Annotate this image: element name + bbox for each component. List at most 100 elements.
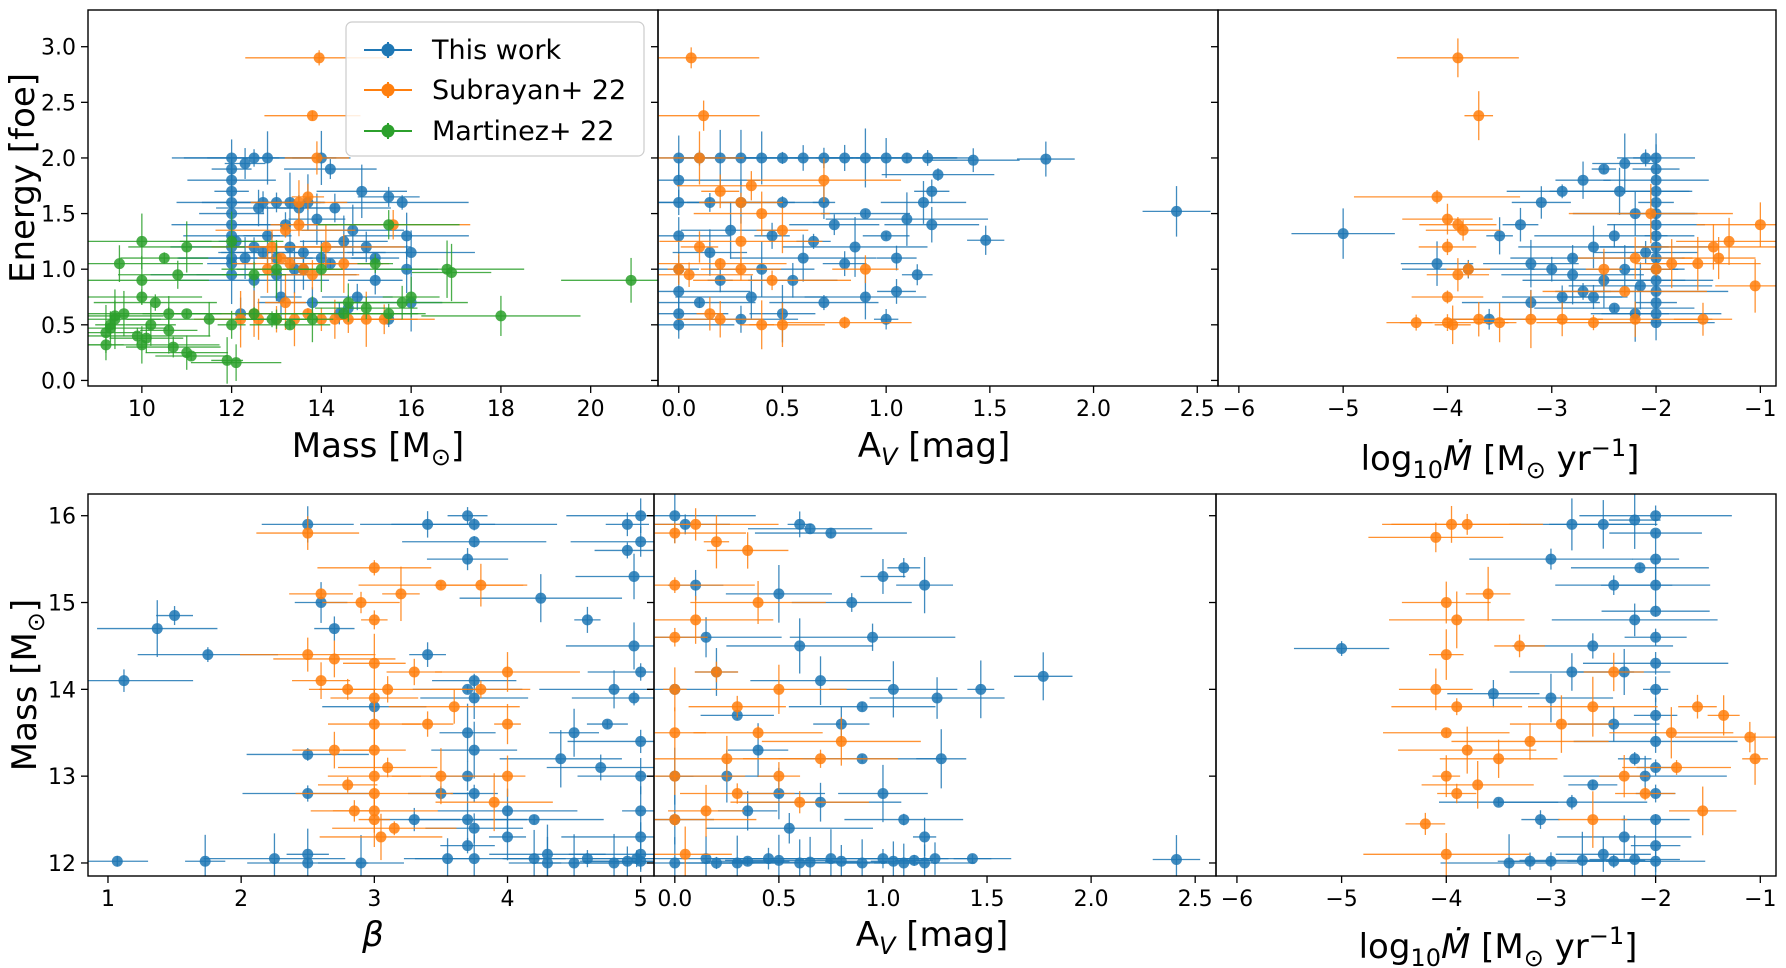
y-tick-label: 0.0	[41, 369, 76, 394]
data-point	[1675, 721, 1776, 753]
data-point	[1438, 796, 1559, 808]
marker	[488, 796, 500, 808]
marker	[1718, 709, 1730, 721]
marker	[735, 235, 747, 247]
marker	[635, 805, 647, 817]
data-point	[693, 191, 830, 236]
marker	[704, 308, 716, 320]
marker	[849, 241, 861, 253]
marker	[766, 230, 778, 242]
marker	[794, 640, 806, 652]
data-point	[217, 310, 246, 339]
data-point	[203, 833, 346, 876]
data-point	[357, 254, 394, 273]
data-point	[185, 834, 226, 876]
marker	[1457, 224, 1469, 236]
marker	[783, 822, 795, 834]
x-axis-title-beta: β	[361, 915, 384, 955]
marker	[1525, 258, 1537, 270]
data-point	[1622, 760, 1731, 775]
data-point	[873, 309, 899, 330]
data-point	[1368, 522, 1504, 553]
data-point	[676, 171, 826, 201]
marker	[859, 291, 871, 303]
x-tick-label: 12	[218, 397, 246, 422]
marker	[935, 753, 947, 765]
data-point	[822, 251, 867, 277]
data-point	[1464, 91, 1494, 141]
marker	[773, 770, 785, 782]
data-point	[747, 523, 873, 535]
x-tick-label: −5	[1325, 887, 1357, 912]
marker	[355, 597, 367, 609]
marker	[1493, 753, 1505, 765]
data-point	[895, 854, 934, 866]
marker	[328, 744, 340, 756]
data-point	[464, 814, 604, 826]
marker	[408, 814, 420, 826]
marker	[669, 683, 681, 695]
data-point	[654, 494, 756, 544]
marker	[1419, 818, 1431, 830]
x-axis-title-av-bottom: AV [mag]	[856, 915, 1009, 960]
marker	[185, 350, 197, 362]
marker	[360, 302, 372, 314]
x-tick-label: 3	[367, 887, 381, 912]
marker	[422, 718, 434, 730]
data-point	[1555, 161, 1611, 199]
marker	[804, 856, 816, 868]
marker	[502, 805, 514, 817]
data-point	[249, 319, 331, 331]
series-subrayan-22	[654, 508, 921, 876]
data-point	[1609, 527, 1702, 539]
marker	[1671, 761, 1683, 773]
marker	[679, 848, 691, 860]
marker	[628, 640, 640, 652]
x-tick-label: −3	[1536, 397, 1568, 422]
data-point	[1678, 694, 1717, 719]
marker	[635, 536, 647, 548]
data-point	[533, 836, 562, 876]
marker	[581, 853, 593, 865]
data-point	[587, 663, 654, 681]
data-point	[877, 279, 916, 304]
marker	[541, 857, 553, 869]
marker	[109, 313, 121, 325]
marker	[262, 152, 274, 164]
data-point	[754, 527, 907, 539]
data-point	[705, 813, 873, 844]
data-point	[654, 836, 773, 876]
data-point	[701, 174, 740, 209]
data-point	[896, 557, 954, 614]
data-point	[1624, 628, 1687, 646]
marker	[1619, 263, 1631, 275]
marker	[435, 770, 447, 782]
marker	[475, 579, 487, 591]
data-point	[654, 577, 755, 594]
data-point	[489, 755, 526, 797]
marker	[1336, 643, 1348, 655]
x-tick-label: 18	[487, 397, 515, 422]
marker	[302, 191, 314, 203]
x-tick-label: 4	[501, 887, 515, 912]
x-tick-label: 2.0	[1076, 397, 1111, 422]
marker	[669, 857, 681, 869]
data-point	[426, 548, 509, 571]
marker	[555, 753, 567, 765]
data-point	[1293, 641, 1390, 656]
data-point	[574, 606, 601, 633]
marker	[502, 770, 514, 782]
marker	[1608, 718, 1620, 730]
data-point	[1531, 256, 1573, 282]
marker	[794, 796, 806, 808]
data-point	[756, 207, 809, 254]
marker	[1650, 553, 1662, 565]
data-point	[431, 721, 518, 779]
marker	[1493, 796, 1505, 808]
marker	[704, 247, 716, 259]
marker	[673, 319, 685, 331]
data-point	[862, 230, 910, 242]
series-this-work	[654, 494, 1201, 876]
marker	[405, 291, 417, 303]
marker	[528, 814, 540, 826]
